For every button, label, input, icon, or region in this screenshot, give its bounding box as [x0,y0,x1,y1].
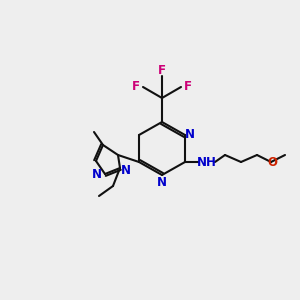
Text: N: N [185,128,195,142]
Text: N: N [157,176,167,188]
Text: N: N [121,164,131,178]
Text: F: F [184,80,192,94]
Text: N: N [92,169,102,182]
Text: O: O [267,155,277,169]
Text: F: F [132,80,140,94]
Text: F: F [158,64,166,77]
Text: NH: NH [197,155,217,169]
